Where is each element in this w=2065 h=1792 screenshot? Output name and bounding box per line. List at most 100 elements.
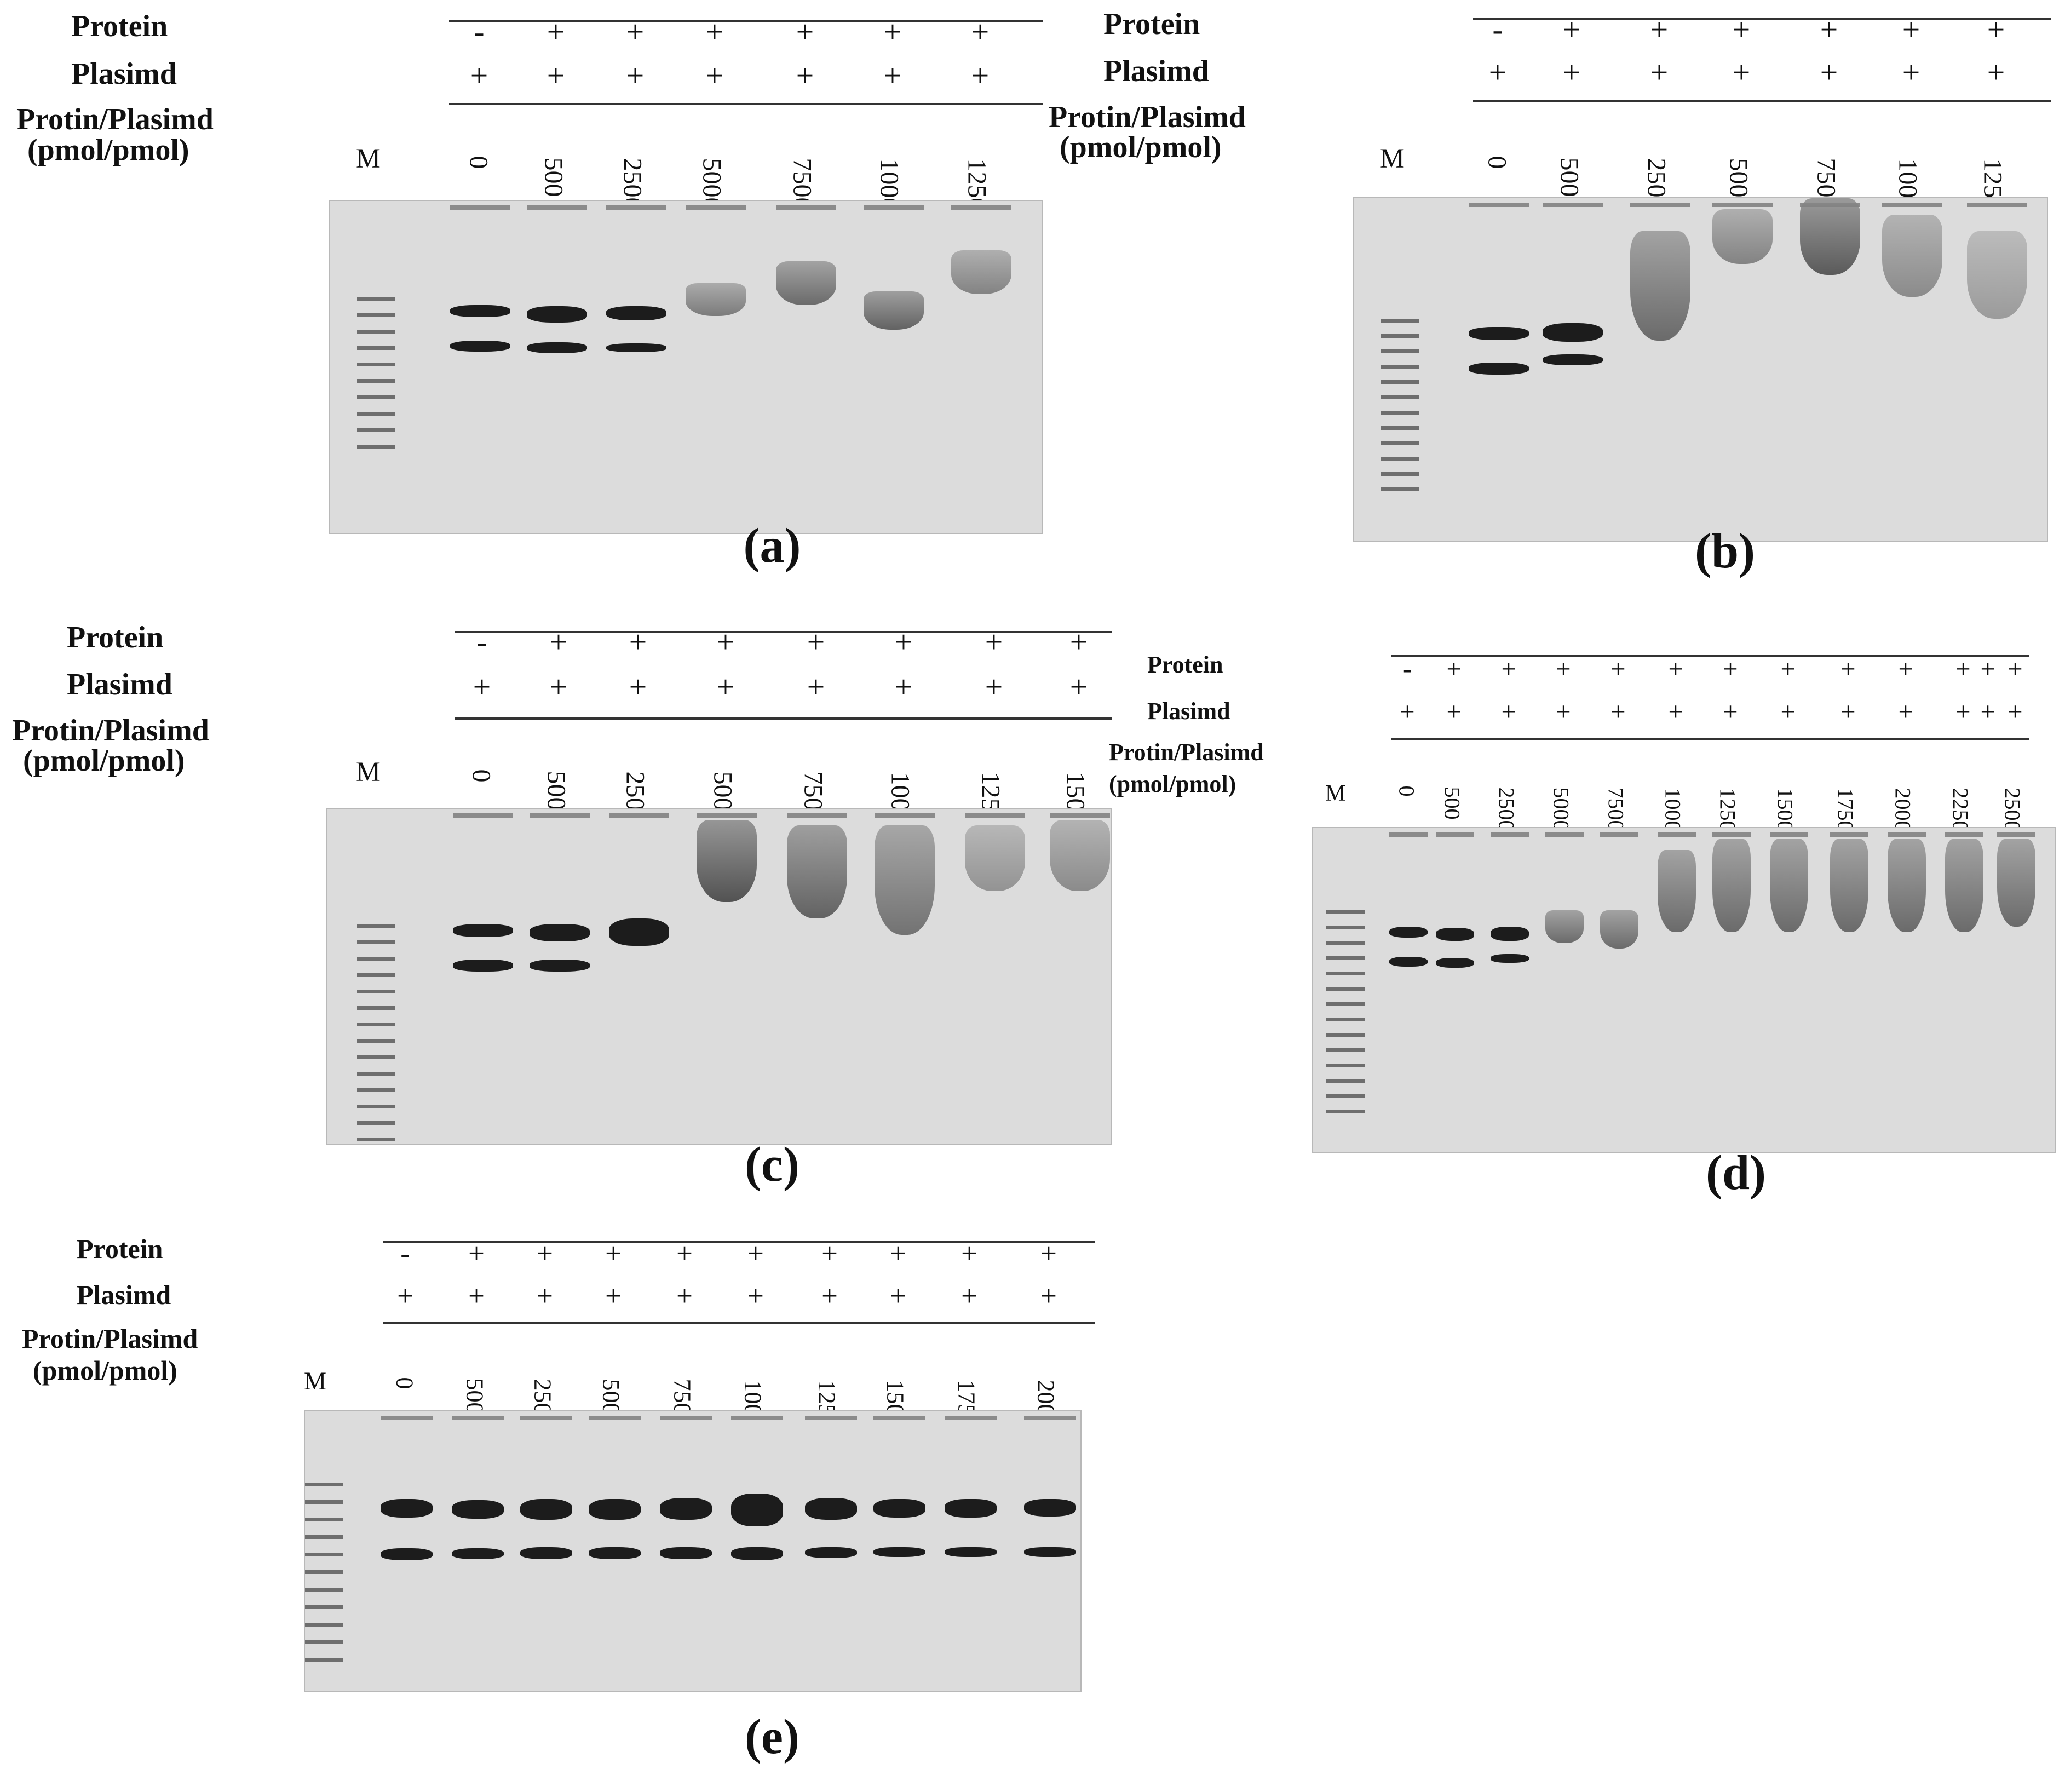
shifted-complex-smear [697,820,757,902]
protein-sign: + [894,625,913,660]
loading-well [1967,203,2027,207]
protein-sign: + [676,1238,693,1270]
protein-sign: + [1501,654,1516,684]
lane-ratio-label: 0 [467,769,496,783]
dna-band [1491,927,1529,941]
ladder-band [357,1023,395,1026]
dna-band [380,1548,433,1560]
row-label-plasmid: Plasimd [1103,54,1209,88]
protein-sign: - [1492,13,1503,48]
gel-image [304,1410,1082,1692]
shifted-complex-smear [1600,910,1638,949]
shifted-complex-smear [1545,910,1584,943]
lane-ratio-label: 0 [1394,785,1419,797]
row-label-ratio-unit: (pmol/pmol) [27,133,189,167]
dna-band [1023,1547,1076,1557]
loading-well [1436,832,1474,837]
loading-well [450,205,510,210]
row-label-plasmid: Plasimd [1147,698,1230,725]
header-rule-2 [383,1322,1095,1324]
protein-sign: + [747,1238,764,1270]
shifted-complex-smear [1712,209,1773,264]
dna-band [606,343,666,352]
row-label-plasmid: Plasimd [67,668,172,702]
panel-caption: (a) [743,519,801,573]
plasmid-sign: + [629,670,647,705]
row-label-ratio-unit: (pmol/pmol) [1109,771,1236,797]
plasmid-sign: + [1610,697,1626,726]
row-label-ratio: Protin/Plasimd [12,714,209,748]
shifted-complex-smear [1882,215,1942,297]
protein-sign: + [1840,654,1856,684]
shifted-complex-smear [1945,839,1983,932]
protein-sign: + [629,625,647,660]
plasmid-sign: + [1069,670,1088,705]
loading-well [730,1416,783,1420]
protein-sign: - [476,625,487,660]
plasmid-sign: + [1723,697,1738,726]
protein-sign: + [1987,13,2005,48]
dna-band [944,1547,997,1557]
protein-sign: + [971,15,990,50]
loading-well [1023,1416,1076,1420]
loading-well [520,1416,572,1420]
dna-band [873,1499,925,1518]
ladder-band [357,924,395,928]
dna-band [453,924,513,937]
row-label-ratio-unit: (pmol/pmol) [1060,130,1222,164]
marker-label: M [356,143,381,174]
plasmid-sign: + [1987,55,2005,90]
row-label-protein: Protein [71,9,168,43]
plasmid-sign: + [605,1280,622,1313]
ladder-band [357,395,395,399]
shifted-complex-smear [1050,820,1110,891]
protein-sign: - [400,1238,410,1270]
ladder-band [357,973,395,977]
plasmid-sign: + [626,59,645,94]
plasmid-sign: + [1501,697,1516,726]
ladder-band [1326,941,1365,945]
plasmid-sign: + [1980,697,1995,726]
ladder-band [1381,319,1419,323]
protein-sign: + [1723,654,1738,684]
plasmid-sign: + [1955,697,1971,726]
lane-ratio-label: 500 [542,771,571,811]
lane-ratio-label: 2500 [1494,787,1519,831]
loading-well [1050,813,1110,818]
plasmid-sign: + [397,1280,413,1313]
loading-well [659,1416,712,1420]
marker-label: M [1325,781,1346,806]
panel-caption: (e) [745,1710,799,1764]
row-label-ratio-unit: (pmol/pmol) [33,1355,177,1386]
protein-sign: - [1403,654,1412,684]
ladder-band [357,330,395,334]
loading-well [527,205,587,210]
dna-band [380,1499,433,1518]
dna-band [606,306,666,320]
protein-sign: + [985,625,1003,660]
ladder-band [305,1483,343,1486]
dna-band [530,960,590,972]
loading-well [1543,203,1603,207]
dna-band [804,1498,857,1520]
loading-well [1770,832,1808,837]
gel-image [329,200,1043,534]
dna-band [944,1499,997,1518]
lane-ratio-label: 500 [1555,157,1584,197]
ladder-band [1381,395,1419,399]
row-label-protein: Protein [77,1233,163,1264]
dna-band [453,960,513,972]
loading-well [530,813,590,818]
dna-band [450,305,510,317]
ladder-band [357,1105,395,1108]
marker-label: M [356,756,381,787]
ladder-band [305,1640,343,1644]
dna-band [1436,928,1474,941]
loading-well [1997,832,2035,837]
plasmid-sign: + [537,1280,553,1313]
row-label-protein: Protein [1147,651,1223,678]
plasmid-sign: + [549,670,568,705]
dna-band [804,1547,857,1558]
header-rule-2 [449,103,1043,105]
